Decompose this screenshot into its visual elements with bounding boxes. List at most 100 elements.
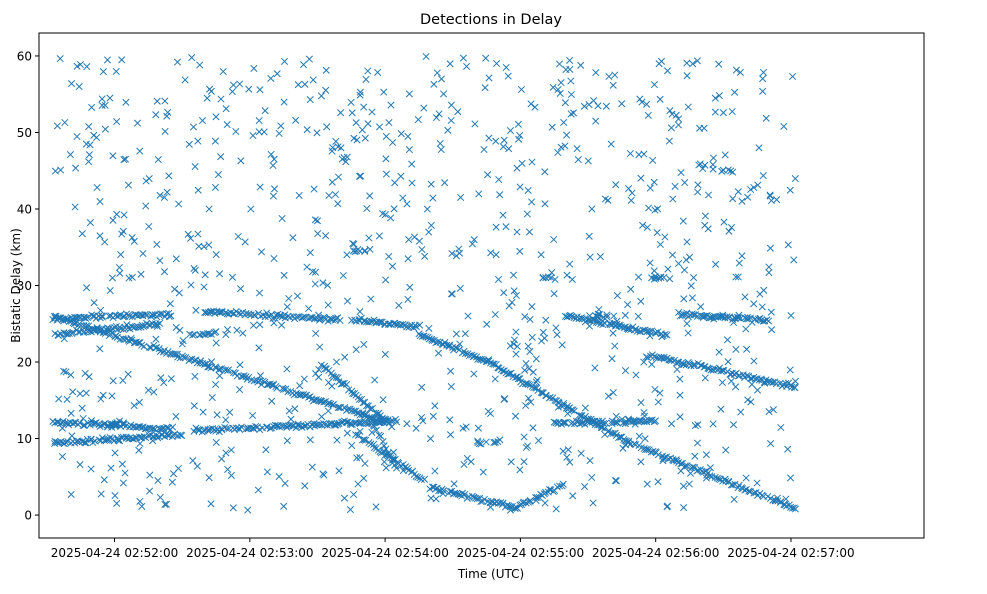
detection-point xyxy=(76,60,85,69)
detection-point xyxy=(158,425,166,433)
detection-point xyxy=(701,212,709,220)
y-tick-label: 0 xyxy=(24,509,32,523)
detection-point xyxy=(613,320,621,328)
detection-point xyxy=(570,407,578,415)
detection-point xyxy=(420,332,428,340)
detection-point xyxy=(353,247,361,255)
detection-point xyxy=(269,381,277,390)
detection-point xyxy=(456,340,464,348)
detection-point xyxy=(140,342,148,350)
detection-point xyxy=(548,123,556,131)
detection-point xyxy=(432,495,440,503)
detection-point xyxy=(109,420,117,428)
detection-point xyxy=(724,314,732,322)
detection-point xyxy=(528,198,536,206)
detection-point xyxy=(380,458,388,466)
detection-point xyxy=(524,186,532,194)
detection-point xyxy=(85,123,93,131)
detection-point xyxy=(585,101,593,109)
detection-point xyxy=(573,145,581,153)
detection-point xyxy=(121,155,130,163)
detection-point xyxy=(385,252,393,261)
detection-point xyxy=(566,56,574,64)
detection-point xyxy=(76,419,84,427)
detection-point xyxy=(216,372,224,380)
detection-point xyxy=(226,408,234,416)
detection-point xyxy=(322,66,330,74)
detection-point xyxy=(567,110,575,118)
detection-point xyxy=(437,75,446,83)
detection-point xyxy=(428,336,436,345)
detection-point xyxy=(611,476,619,485)
detection-point xyxy=(61,118,69,127)
detection-point xyxy=(748,380,756,388)
detection-point xyxy=(113,118,121,126)
detection-point xyxy=(651,417,660,425)
detection-point xyxy=(382,464,390,472)
detection-point xyxy=(90,131,98,139)
detection-point xyxy=(121,469,129,477)
detection-point xyxy=(777,423,785,432)
detection-point xyxy=(430,80,438,88)
detection-point xyxy=(559,447,567,455)
detection-point xyxy=(122,98,130,106)
detection-point xyxy=(506,506,515,514)
detection-point xyxy=(293,292,302,300)
detection-point xyxy=(356,172,364,180)
detection-point xyxy=(185,140,193,148)
detection-point xyxy=(741,486,749,494)
detection-point xyxy=(753,479,761,487)
detection-point xyxy=(680,266,689,274)
detection-point xyxy=(192,306,200,314)
detection-point xyxy=(137,270,145,278)
detection-point xyxy=(112,421,120,429)
detection-point xyxy=(492,137,500,145)
detection-point xyxy=(592,117,600,125)
scatter-points xyxy=(49,52,799,514)
detection-point xyxy=(359,409,367,417)
detection-point xyxy=(634,273,643,281)
detection-point xyxy=(747,398,755,406)
detection-point xyxy=(436,139,444,148)
detection-point xyxy=(447,101,455,109)
detection-point xyxy=(278,321,286,329)
detection-point xyxy=(352,119,360,127)
detection-point xyxy=(212,328,220,336)
detection-point xyxy=(313,129,321,137)
detection-point xyxy=(661,453,669,461)
detection-point xyxy=(487,249,495,257)
detection-point xyxy=(768,326,776,334)
detection-point xyxy=(270,155,278,163)
detection-point xyxy=(566,458,574,466)
detection-point xyxy=(67,371,75,379)
detection-point xyxy=(310,419,318,428)
detection-point xyxy=(693,57,701,65)
detection-point xyxy=(117,325,125,333)
detection-point xyxy=(353,454,361,462)
detection-point xyxy=(463,62,471,70)
detection-point xyxy=(142,202,150,210)
detection-point xyxy=(229,504,237,512)
detection-point xyxy=(612,412,620,420)
detection-point xyxy=(119,313,127,321)
detection-point xyxy=(618,100,626,108)
detection-point xyxy=(593,313,601,321)
detection-point xyxy=(374,68,382,76)
detection-point xyxy=(124,324,132,332)
detection-point xyxy=(717,367,725,375)
detection-point xyxy=(73,437,81,445)
detection-point xyxy=(190,402,198,410)
detection-point xyxy=(527,100,535,108)
detection-point xyxy=(432,114,440,122)
detection-point xyxy=(624,415,633,423)
detection-point xyxy=(549,83,557,91)
detection-point xyxy=(427,180,435,188)
detection-point xyxy=(676,391,684,399)
detection-point xyxy=(358,436,366,444)
detection-point xyxy=(179,337,187,345)
detection-point xyxy=(654,451,662,459)
detection-point xyxy=(651,385,659,394)
detection-point xyxy=(677,169,685,177)
detection-point xyxy=(91,437,99,445)
detection-point xyxy=(722,446,730,454)
